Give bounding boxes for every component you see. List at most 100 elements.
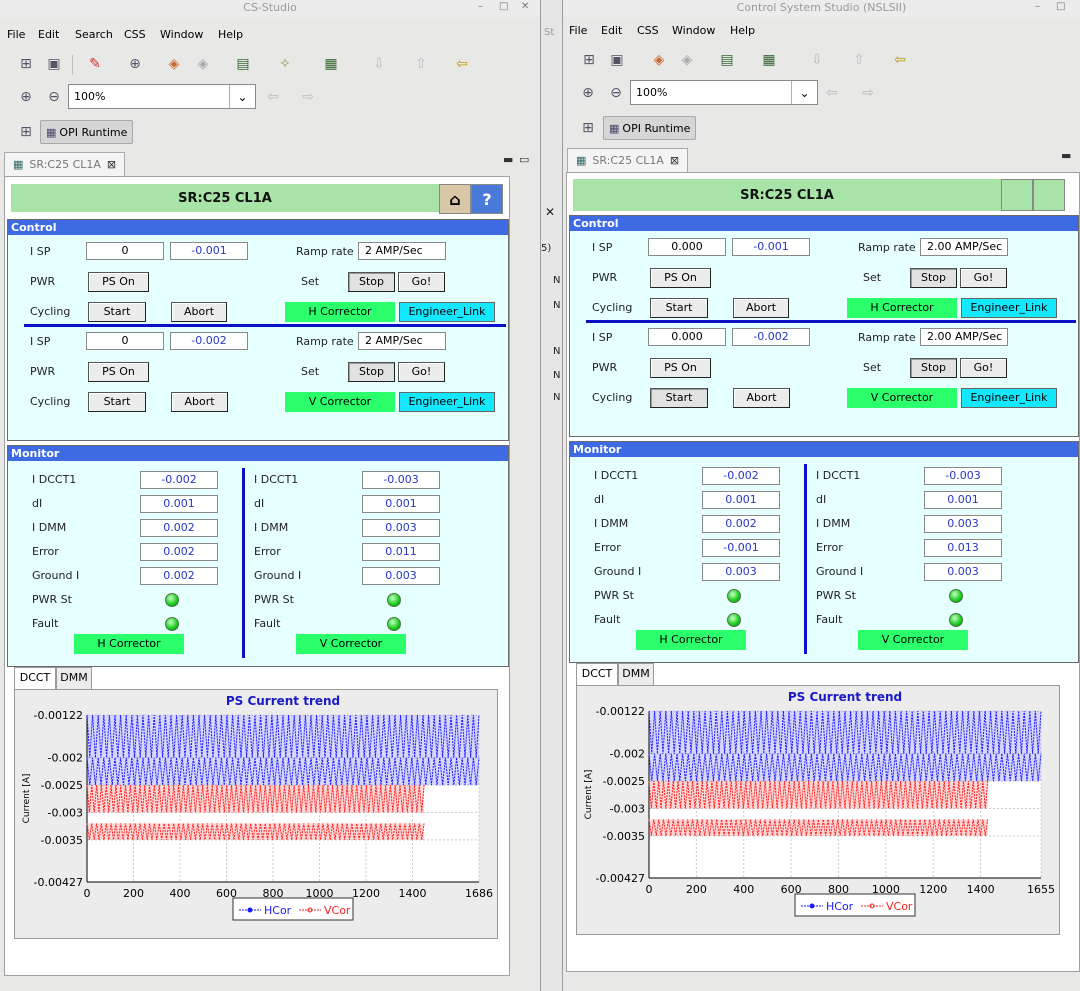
zoom-combo[interactable]: 100% ⌄	[630, 80, 818, 105]
minimize-view-icon[interactable]: ▬	[503, 153, 514, 166]
engineer-link-button[interactable]: Engineer_Link	[961, 388, 1057, 408]
stop-icon[interactable]: ◈	[681, 52, 693, 68]
back-link-icon[interactable]: ⇦	[894, 52, 906, 68]
ps-on-button[interactable]: PS On	[650, 358, 711, 378]
go-button[interactable]: Go!	[960, 358, 1007, 378]
home-button[interactable]	[1001, 179, 1033, 211]
go-button[interactable]: Go!	[398, 272, 445, 292]
chevron-down-icon[interactable]: ⌄	[791, 81, 817, 104]
stop-button[interactable]: Stop	[910, 358, 957, 378]
chevron-down-icon[interactable]: ⌄	[229, 85, 255, 108]
start-button[interactable]: Start	[650, 298, 708, 318]
back-icon[interactable]: ⇦	[267, 89, 279, 105]
go-button[interactable]: Go!	[398, 362, 445, 382]
v-corrector-monitor-button[interactable]: V Corrector	[858, 630, 968, 650]
ramp-rate-input[interactable]: 2 AMP/Sec	[358, 332, 446, 350]
menu-edit[interactable]: Edit	[601, 24, 623, 37]
tab-dmm[interactable]: DMM	[56, 667, 92, 689]
perspective-opi-runtime[interactable]: ▦ OPI Runtime	[40, 120, 134, 144]
engineer-link-button[interactable]: Engineer_Link	[399, 392, 495, 412]
isp-setpoint-input[interactable]: 0	[86, 332, 164, 350]
help-button[interactable]	[1033, 179, 1065, 211]
back-icon[interactable]: ⇦	[826, 85, 838, 101]
view-tab[interactable]: ▦ SR:C25 CL1A ⊠	[4, 152, 126, 176]
menu-file[interactable]: File	[7, 28, 26, 41]
nav-down-icon[interactable]: ⇩	[373, 56, 385, 72]
h-corrector-button[interactable]: H Corrector	[285, 302, 395, 322]
isp-setpoint-input[interactable]: 0.000	[648, 328, 726, 346]
stop-button[interactable]: Stop	[348, 272, 395, 292]
v-corrector-button[interactable]: V Corrector	[847, 388, 957, 408]
menu-search[interactable]: Search	[75, 28, 113, 41]
stop-button[interactable]: Stop	[348, 362, 395, 382]
menu-css[interactable]: CSS	[124, 28, 146, 41]
h-corrector-monitor-button[interactable]: H Corrector	[636, 630, 746, 650]
tab-dmm[interactable]: DMM	[618, 663, 654, 685]
menu-help[interactable]: Help	[730, 24, 756, 37]
new-opi-icon[interactable]: ⊕	[129, 56, 141, 72]
v-corrector-monitor-button[interactable]: V Corrector	[296, 634, 406, 654]
abort-button[interactable]: Abort	[733, 298, 789, 318]
minimize-icon[interactable]: –	[1035, 1, 1040, 12]
databrowser-icon[interactable]: ▦	[324, 56, 338, 72]
h-corrector-button[interactable]: H Corrector	[847, 298, 957, 318]
edit-icon[interactable]: ✎	[89, 56, 101, 72]
ps-on-button[interactable]: PS On	[650, 268, 711, 288]
tab-dcct[interactable]: DCCT	[14, 667, 56, 689]
databrowser-icon[interactable]: ▦	[762, 52, 776, 68]
close-icon[interactable]: ✕	[521, 1, 530, 12]
new-icon[interactable]: ⊞	[583, 52, 595, 68]
run-icon[interactable]: ◈	[168, 56, 180, 72]
strip-close-icon[interactable]: ✕	[545, 205, 556, 219]
new-icon[interactable]: ⊞	[20, 56, 32, 72]
ramp-rate-input[interactable]: 2.00 AMP/Sec	[920, 238, 1008, 256]
zoom-combo[interactable]: 100% ⌄	[68, 84, 256, 109]
menu-css[interactable]: CSS	[637, 24, 659, 37]
view-tab[interactable]: ▦ SR:C25 CL1A ⊠	[567, 148, 689, 172]
maximize-icon[interactable]: □	[499, 1, 509, 12]
nav-up-icon[interactable]: ⇧	[415, 56, 427, 72]
zoom-out-icon[interactable]: ⊖	[610, 85, 622, 101]
menu-window[interactable]: Window	[160, 28, 204, 41]
back-link-icon[interactable]: ⇦	[456, 56, 468, 72]
start-button[interactable]: Start	[88, 302, 146, 322]
abort-button[interactable]: Abort	[171, 392, 228, 412]
nav-down-icon[interactable]: ⇩	[811, 52, 823, 68]
menu-file[interactable]: File	[569, 24, 588, 37]
nav-up-icon[interactable]: ⇧	[853, 52, 865, 68]
close-tab-icon[interactable]: ⊠	[106, 158, 117, 171]
engineer-link-button[interactable]: Engineer_Link	[399, 302, 495, 322]
run-icon[interactable]: ◈	[653, 52, 665, 68]
engineer-link-button[interactable]: Engineer_Link	[961, 298, 1057, 318]
forward-icon[interactable]: ⇨	[862, 85, 874, 101]
home-icon[interactable]: ⌂	[439, 184, 471, 214]
minimize-icon[interactable]: –	[478, 1, 483, 12]
save-icon[interactable]: ▣	[610, 52, 624, 68]
close-tab-icon[interactable]: ⊠	[669, 154, 680, 167]
menu-window[interactable]: Window	[672, 24, 716, 37]
chart-icon[interactable]: ▤	[720, 52, 734, 68]
stop-button[interactable]: Stop	[910, 268, 957, 288]
probe-icon[interactable]: ✧	[279, 56, 291, 72]
h-corrector-monitor-button[interactable]: H Corrector	[74, 634, 184, 654]
isp-setpoint-input[interactable]: 0.000	[648, 238, 726, 256]
open-perspective-icon[interactable]: ⊞	[20, 124, 32, 140]
stop-icon[interactable]: ◈	[197, 56, 209, 72]
go-button[interactable]: Go!	[960, 268, 1007, 288]
zoom-in-icon[interactable]: ⊕	[20, 89, 32, 105]
save-icon[interactable]: ▣	[47, 56, 61, 72]
help-icon[interactable]: ?	[471, 184, 503, 214]
maximize-icon[interactable]: □	[1056, 1, 1066, 12]
ramp-rate-input[interactable]: 2 AMP/Sec	[358, 242, 446, 260]
start-button[interactable]: Start	[88, 392, 146, 412]
ramp-rate-input[interactable]: 2.00 AMP/Sec	[920, 328, 1008, 346]
perspective-opi-runtime[interactable]: ▦ OPI Runtime	[603, 116, 697, 140]
minimize-view-icon[interactable]: ▬	[1061, 149, 1072, 162]
menu-edit[interactable]: Edit	[38, 28, 60, 41]
isp-setpoint-input[interactable]: 0	[86, 242, 164, 260]
maximize-view-icon[interactable]: ▭	[519, 153, 530, 166]
ps-on-button[interactable]: PS On	[88, 362, 149, 382]
abort-button[interactable]: Abort	[171, 302, 227, 322]
zoom-in-icon[interactable]: ⊕	[582, 85, 594, 101]
abort-button[interactable]: Abort	[733, 388, 790, 408]
